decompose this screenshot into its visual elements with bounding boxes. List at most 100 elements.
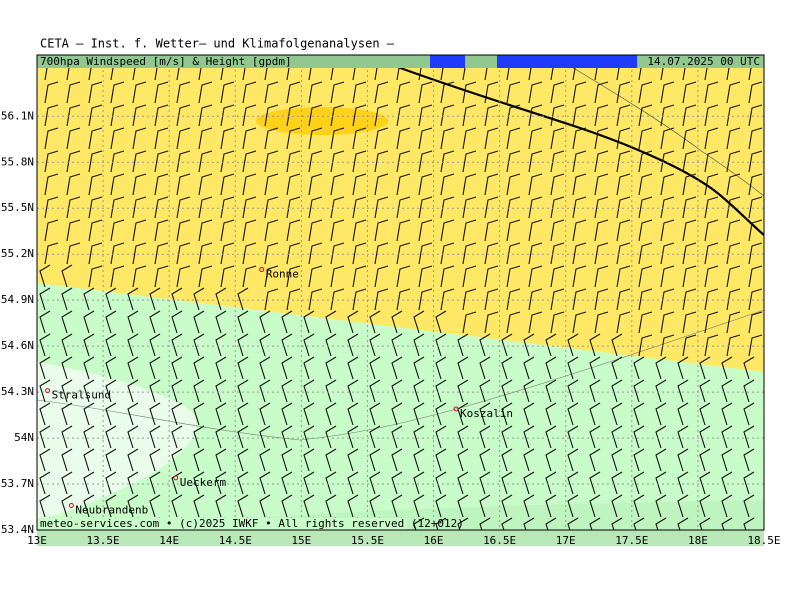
wind-barb xyxy=(154,196,169,219)
wind-barb xyxy=(264,104,279,127)
wind-barb xyxy=(589,448,601,472)
wind-barb xyxy=(105,333,117,357)
wind-barb xyxy=(633,402,645,426)
wind-barb xyxy=(83,287,95,311)
wind-barb xyxy=(572,219,587,242)
wind-barb xyxy=(550,288,565,311)
wind-barb xyxy=(220,196,235,219)
wind-barb xyxy=(501,333,513,357)
wind-barb xyxy=(154,242,169,265)
wind-barb xyxy=(545,379,557,403)
wind-barb xyxy=(215,471,227,495)
wind-barb xyxy=(215,333,227,357)
wind-barb xyxy=(281,494,293,518)
grid xyxy=(37,55,764,530)
wind-barb xyxy=(523,402,535,426)
wind-barb xyxy=(259,494,271,518)
wind-barb xyxy=(39,356,51,380)
wind-barb xyxy=(660,242,675,265)
wind-barb xyxy=(479,333,491,357)
wind-barb xyxy=(682,219,697,242)
wind-barb xyxy=(462,127,477,150)
wind-barb xyxy=(237,425,249,449)
wind-barb xyxy=(264,242,279,265)
wind-barb xyxy=(682,81,697,104)
wind-barb xyxy=(325,310,337,334)
wind-barb xyxy=(391,494,403,518)
wind-barb xyxy=(440,81,455,104)
wind-barb xyxy=(264,265,279,288)
wind-barb xyxy=(308,219,323,242)
wind-barb xyxy=(726,196,741,219)
wind-barb xyxy=(479,448,491,472)
wind-barb xyxy=(259,448,271,472)
wind-barb xyxy=(677,494,689,518)
frame xyxy=(36,54,765,531)
wind-barb xyxy=(506,219,521,242)
wind-barb xyxy=(611,425,623,449)
wind-barb xyxy=(105,356,117,380)
wind-barb xyxy=(242,196,257,219)
wind-barb xyxy=(413,425,425,449)
wind-barb xyxy=(550,311,565,334)
wind-barb xyxy=(523,379,535,403)
wind-barb xyxy=(457,356,469,380)
wind-barb xyxy=(330,288,345,311)
wind-barb xyxy=(616,196,631,219)
wind-barb xyxy=(699,379,711,403)
wind-barb xyxy=(308,288,323,311)
wind-barb xyxy=(418,81,433,104)
wind-barb xyxy=(176,173,191,196)
y-tick-label: 54N xyxy=(14,431,34,444)
x-tick-label: 18.5E xyxy=(747,534,780,547)
wind-barb xyxy=(704,127,719,150)
wind-barb xyxy=(127,471,139,495)
wind-barb xyxy=(237,379,249,403)
wind-barb xyxy=(242,242,257,265)
wind-barb xyxy=(237,356,249,380)
wind-barb xyxy=(440,173,455,196)
wind-barb xyxy=(484,173,499,196)
city-marker xyxy=(259,267,265,273)
wind-barb xyxy=(523,517,535,530)
wind-barb xyxy=(440,219,455,242)
wind-barb xyxy=(374,265,389,288)
height-contour xyxy=(394,64,764,236)
wind-barb xyxy=(127,425,139,449)
wind-barb xyxy=(242,104,257,127)
wind-barb xyxy=(726,81,741,104)
wind-barb xyxy=(369,471,381,495)
wind-barb xyxy=(440,127,455,150)
wind-barb xyxy=(616,127,631,150)
wind-barb xyxy=(638,265,653,288)
wind-barb xyxy=(616,104,631,127)
wind-barb xyxy=(369,402,381,426)
wind-barb xyxy=(462,242,477,265)
wind-barb xyxy=(550,104,565,127)
wind-barb xyxy=(660,173,675,196)
wind-barb xyxy=(748,288,763,311)
wind-barb xyxy=(418,150,433,173)
wind-barb xyxy=(83,379,95,403)
wind-barb xyxy=(594,311,609,334)
wind-barb xyxy=(308,242,323,265)
wind-barb xyxy=(264,127,279,150)
wind-barb xyxy=(616,311,631,334)
wind-barb xyxy=(638,127,653,150)
wind-barb xyxy=(171,287,183,311)
wind-barb xyxy=(347,379,359,403)
wind-barb xyxy=(347,425,359,449)
wind-barb xyxy=(149,425,161,449)
wind-barb xyxy=(127,379,139,403)
wind-barb xyxy=(325,494,337,518)
wind-barb xyxy=(457,425,469,449)
wind-barb xyxy=(330,265,345,288)
wind-barb xyxy=(528,219,543,242)
wind-barb xyxy=(391,310,403,334)
wind-barb xyxy=(369,333,381,357)
wind-barb xyxy=(572,196,587,219)
wind-barb xyxy=(501,471,513,495)
wind-barb xyxy=(462,196,477,219)
wind-barb xyxy=(347,333,359,357)
wind-barb xyxy=(198,81,213,104)
